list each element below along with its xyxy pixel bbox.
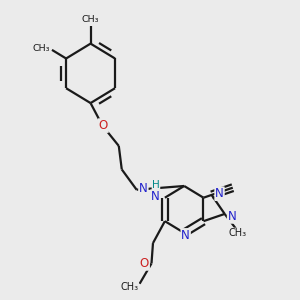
Text: CH₃: CH₃ [120,282,138,292]
Text: O: O [99,119,108,132]
Text: N: N [215,187,224,200]
Text: CH₃: CH₃ [82,15,99,24]
Text: O: O [140,257,149,270]
Text: N: N [139,182,148,195]
Text: N: N [181,229,190,242]
Text: N: N [151,190,160,203]
Text: N: N [150,191,158,204]
Text: CH₃: CH₃ [33,44,50,53]
Text: CH₃: CH₃ [229,228,247,238]
Text: H: H [152,180,160,190]
Text: N: N [228,210,236,223]
